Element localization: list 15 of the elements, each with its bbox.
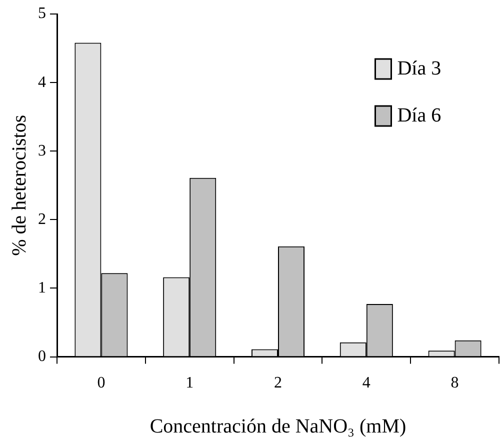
y-tick-label: 4 — [38, 74, 46, 91]
y-tick-label: 1 — [38, 279, 46, 296]
y-tick-label: 2 — [38, 210, 46, 228]
y-axis-title: % de heterocistos — [8, 114, 30, 256]
y-tick-label: 0 — [38, 348, 46, 366]
y-tick-label: 3 — [38, 142, 46, 160]
x-tick-label: 1 — [186, 374, 194, 392]
x-tick-label: 8 — [450, 374, 459, 392]
y-tick-label: 5 — [38, 5, 46, 22]
legend-label: Día 3 — [397, 57, 442, 80]
x-tick-label: 0 — [97, 374, 106, 392]
x-tick-label: 2 — [274, 374, 282, 392]
x-tick-label: 4 — [362, 374, 370, 392]
x-axis-title: Concentración de NaNO₃ (mM) — [150, 415, 406, 438]
legend-label: Día 6 — [397, 104, 442, 126]
